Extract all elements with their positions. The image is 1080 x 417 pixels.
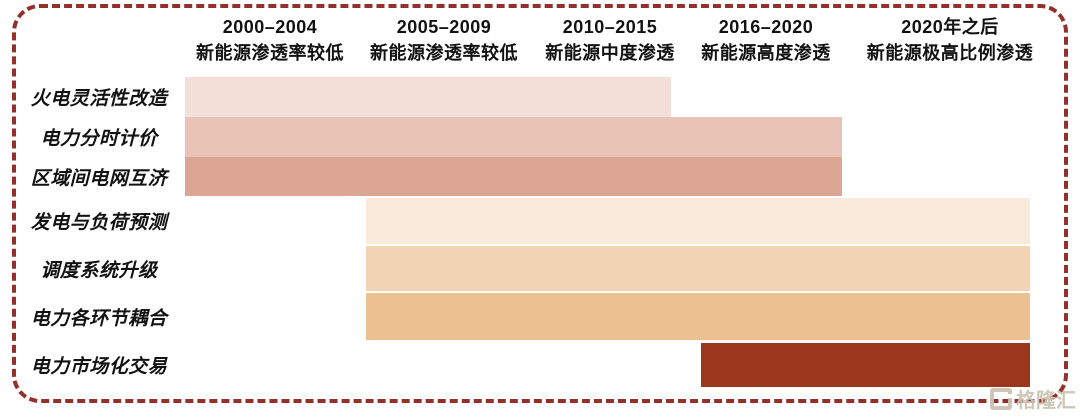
row-label: 调度系统升级 (40, 260, 158, 281)
timeline-bar (185, 77, 671, 117)
column-header: 2016–2020 新能源高度渗透 (701, 14, 831, 66)
column-header: 2010–2015 新能源中度渗透 (545, 14, 675, 66)
column-header: 2020年之后新能源极高比例渗透 (867, 14, 1034, 66)
gelonghui-watermark: 格隆汇 (990, 384, 1076, 413)
column-header: 2005–2009 新能源渗透率较低 (370, 14, 518, 66)
gelonghui-logo-icon (990, 387, 1012, 410)
column-period-label: 2000–2004 (222, 17, 318, 37)
column-period-label: 2020年之后 (901, 17, 999, 37)
watermark-text: 格隆汇 (1016, 390, 1076, 412)
row-label: 区域间电网互济 (30, 168, 168, 189)
column-penetration-label: 新能源渗透率较低 (370, 43, 518, 64)
timeline-bar (701, 343, 1030, 387)
row-label: 电力市场化交易 (30, 356, 168, 378)
column-penetration-label: 新能源高度渗透 (701, 43, 831, 64)
column-period-label: 2005–2009 (396, 17, 492, 37)
row-label: 发电与负荷预测 (30, 212, 168, 234)
row-label: 电力分时计价 (40, 128, 158, 150)
dashed-border (12, 4, 1068, 403)
column-header: 2000–2004 新能源渗透率较低 (196, 14, 344, 66)
row-label: 电力各环节耦合 (30, 308, 168, 329)
timeline-bar (366, 198, 1030, 244)
row-label: 火电灵活性改造 (30, 88, 168, 110)
timeline-bar (366, 293, 1030, 340)
timeline-bar (185, 157, 842, 196)
timeline-bar (366, 246, 1030, 291)
column-period-label: 2016–2020 (718, 17, 814, 37)
column-penetration-label: 新能源极高比例渗透 (866, 43, 1034, 64)
timeline-bar (185, 117, 842, 157)
column-penetration-label: 新能源渗透率较低 (196, 43, 344, 64)
column-period-label: 2010–2015 (562, 17, 658, 37)
column-penetration-label: 新能源中度渗透 (545, 43, 675, 64)
